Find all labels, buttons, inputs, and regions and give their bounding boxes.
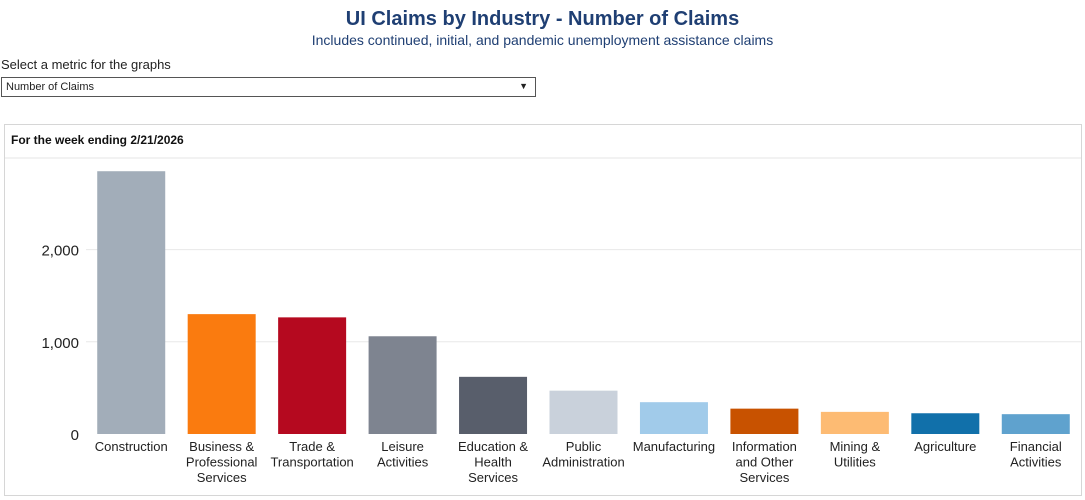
x-tick-label: Leisure Activities xyxy=(377,439,429,470)
bar xyxy=(911,413,980,434)
bar xyxy=(639,402,708,434)
x-tick-label-line: Leisure xyxy=(381,439,424,454)
page-title: UI Claims by Industry - Number of Claims xyxy=(345,8,740,30)
x-tick-label-line: Business & xyxy=(189,439,254,454)
y-tick-label: 2,000 xyxy=(41,243,79,260)
x-tick-label-line: Education & xyxy=(458,439,528,454)
x-tick-label-line: Services xyxy=(739,470,789,485)
y-tick-label: 0 xyxy=(71,427,79,444)
x-tick-label: Trade & Transportation xyxy=(270,439,353,470)
bar xyxy=(97,171,166,434)
y-tick-label: 1,000 xyxy=(41,335,79,352)
x-tick-label-line: Construction xyxy=(95,439,168,454)
x-tick-label: Mining & Utilities xyxy=(830,439,881,470)
bar xyxy=(820,411,889,434)
x-tick-label-line: Services xyxy=(468,470,518,485)
x-tick-label-line: Financial xyxy=(1010,439,1062,454)
x-tick-label-line: Manufacturing xyxy=(633,439,715,454)
x-tick-label: Information and Other Services xyxy=(732,439,797,485)
x-tick-label: Financial Activities xyxy=(1010,439,1062,470)
bar xyxy=(368,336,437,434)
bar xyxy=(187,314,256,434)
x-tick-label-line: Professional xyxy=(186,455,258,470)
chevron-down-icon: ▼ xyxy=(519,81,528,91)
metric-select-label: Select a metric for the graphs xyxy=(1,57,171,72)
x-tick-label-line: Activities xyxy=(377,455,429,470)
bar xyxy=(278,317,347,434)
metric-select-value: Number of Claims xyxy=(6,81,95,93)
x-tick-label: Business & Professional Services xyxy=(186,439,258,485)
bar xyxy=(1001,414,1070,434)
x-tick-label-line: Services xyxy=(197,470,247,485)
x-tick-label-line: Health xyxy=(474,455,512,470)
x-tick-label: Public Administration xyxy=(542,439,624,470)
x-tick-label-line: Information xyxy=(732,439,797,454)
x-tick-label-line: Activities xyxy=(1010,455,1062,470)
x-tick-label-line: Trade & xyxy=(289,439,335,454)
x-tick-label-line: Administration xyxy=(542,455,624,470)
chart-panel: For the week ending 2/21/2026 xyxy=(4,124,1082,496)
x-tick-label-line: Utilities xyxy=(834,455,876,470)
metric-select[interactable]: Number of Claims ▼ xyxy=(1,77,536,97)
bar xyxy=(549,390,618,434)
x-tick-label: Agriculture xyxy=(914,439,976,454)
x-tick-label-line: Transportation xyxy=(270,455,353,470)
bar xyxy=(459,376,528,434)
x-tick-label-line: and Other xyxy=(735,455,793,470)
x-tick-label: Construction xyxy=(95,439,168,454)
chart-title: For the week ending 2/21/2026 xyxy=(11,133,184,147)
x-tick-label-line: Public xyxy=(566,439,602,454)
page-subtitle: Includes continued, initial, and pandemi… xyxy=(311,32,774,48)
x-tick-label: Manufacturing xyxy=(633,439,715,454)
bar xyxy=(730,408,799,434)
x-tick-label-line: Mining & xyxy=(830,439,881,454)
x-tick-label: Education & Health Services xyxy=(458,439,528,485)
x-tick-label-line: Agriculture xyxy=(914,439,976,454)
